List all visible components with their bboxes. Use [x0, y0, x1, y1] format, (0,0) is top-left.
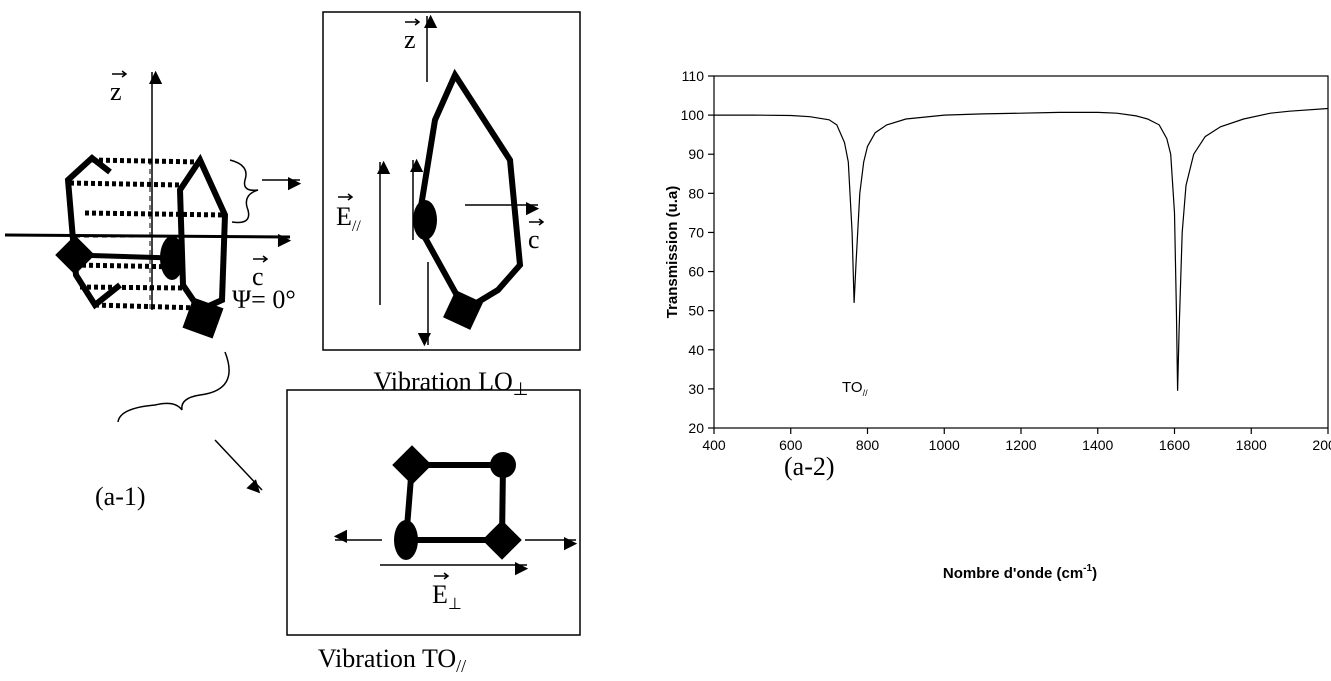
vector-label: E// — [336, 202, 361, 235]
y-tick-label: 70 — [688, 224, 704, 240]
data-line — [714, 107, 1329, 391]
x-axis-label: Nombre d'onde (cm-1) — [943, 563, 1097, 582]
annotation-text: (a-2) — [784, 452, 835, 481]
x-tick-label: 1400 — [1082, 437, 1113, 453]
lo-box: z E// c Vibration LO⊥ — [322, 11, 581, 399]
to-box: E⊥ Vibration TO// — [286, 389, 581, 676]
plot-frame — [713, 75, 1329, 429]
x-tick-label: 800 — [856, 437, 880, 453]
y-tick-label: 80 — [688, 185, 704, 201]
diagram-a1: z c Ψ= 0° (a-1) — [4, 70, 302, 511]
vector-label: E⊥ — [432, 580, 462, 613]
vector-label: c — [528, 225, 540, 254]
annotation-text: TO — [842, 379, 863, 396]
annotation: (a-2) — [784, 452, 835, 481]
y-tick-label: 60 — [688, 264, 704, 280]
box-title: Vibration TO// — [318, 644, 466, 676]
y-tick-label: 90 — [688, 146, 704, 162]
x-tick-label: 2000 — [1312, 437, 1331, 453]
y-axis-label: Transmission (u.a) — [664, 186, 681, 319]
y-tick-label: 40 — [688, 342, 704, 358]
x-tick-label: 400 — [702, 437, 726, 453]
x-tick-label: 1800 — [1236, 437, 1267, 453]
vector-label: z — [404, 25, 416, 54]
y-tick-label: 100 — [681, 107, 705, 123]
x-tick-label: 1000 — [929, 437, 960, 453]
vector-label: c — [252, 262, 264, 291]
vector-label: z — [110, 77, 122, 106]
annotation: TO// — [842, 379, 868, 398]
box-title: Vibration LO⊥ — [374, 367, 529, 399]
chart: Nombre d'onde (cm-1) Transmission (u.a) … — [664, 68, 1331, 582]
x-tick-label: 600 — [779, 437, 803, 453]
angle-label: Ψ= 0° — [232, 285, 296, 314]
y-tick-label: 50 — [688, 303, 704, 319]
y-tick-label: 20 — [688, 420, 704, 436]
annotation-sub: // — [863, 388, 869, 398]
y-tick-label: 110 — [682, 68, 705, 84]
x-tick-label: 1600 — [1159, 437, 1190, 453]
x-tick-label: 1200 — [1005, 437, 1036, 453]
panel-label: (a-1) — [95, 482, 146, 511]
y-tick-label: 30 — [688, 381, 704, 397]
